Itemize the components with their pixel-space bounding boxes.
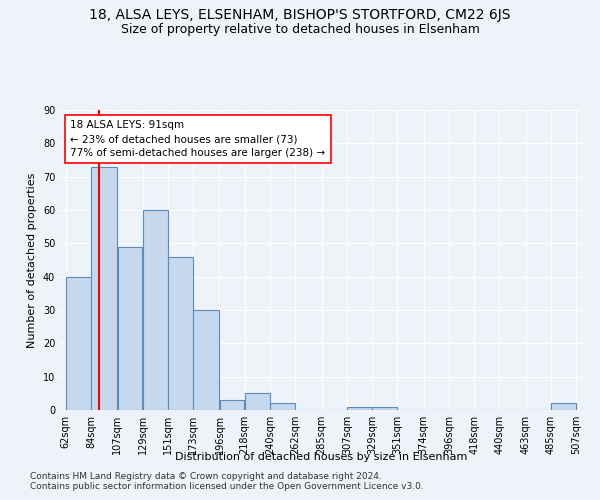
Text: Size of property relative to detached houses in Elsenham: Size of property relative to detached ho… <box>121 22 479 36</box>
Text: 18, ALSA LEYS, ELSENHAM, BISHOP'S STORTFORD, CM22 6JS: 18, ALSA LEYS, ELSENHAM, BISHOP'S STORTF… <box>89 8 511 22</box>
Bar <box>270 404 295 410</box>
Bar <box>220 400 244 410</box>
Text: Distribution of detached houses by size in Elsenham: Distribution of detached houses by size … <box>175 452 467 462</box>
Text: Contains HM Land Registry data © Crown copyright and database right 2024.: Contains HM Land Registry data © Crown c… <box>30 472 382 481</box>
Bar <box>551 404 576 410</box>
Bar <box>168 256 193 410</box>
Text: Contains public sector information licensed under the Open Government Licence v3: Contains public sector information licen… <box>30 482 424 491</box>
Text: 18 ALSA LEYS: 91sqm
← 23% of detached houses are smaller (73)
77% of semi-detach: 18 ALSA LEYS: 91sqm ← 23% of detached ho… <box>70 120 325 158</box>
Bar <box>91 166 117 410</box>
Bar <box>347 406 372 410</box>
Y-axis label: Number of detached properties: Number of detached properties <box>27 172 37 348</box>
Bar <box>245 394 269 410</box>
Bar <box>373 406 397 410</box>
Bar <box>118 246 142 410</box>
Bar <box>193 310 219 410</box>
Bar <box>66 276 91 410</box>
Bar <box>143 210 167 410</box>
